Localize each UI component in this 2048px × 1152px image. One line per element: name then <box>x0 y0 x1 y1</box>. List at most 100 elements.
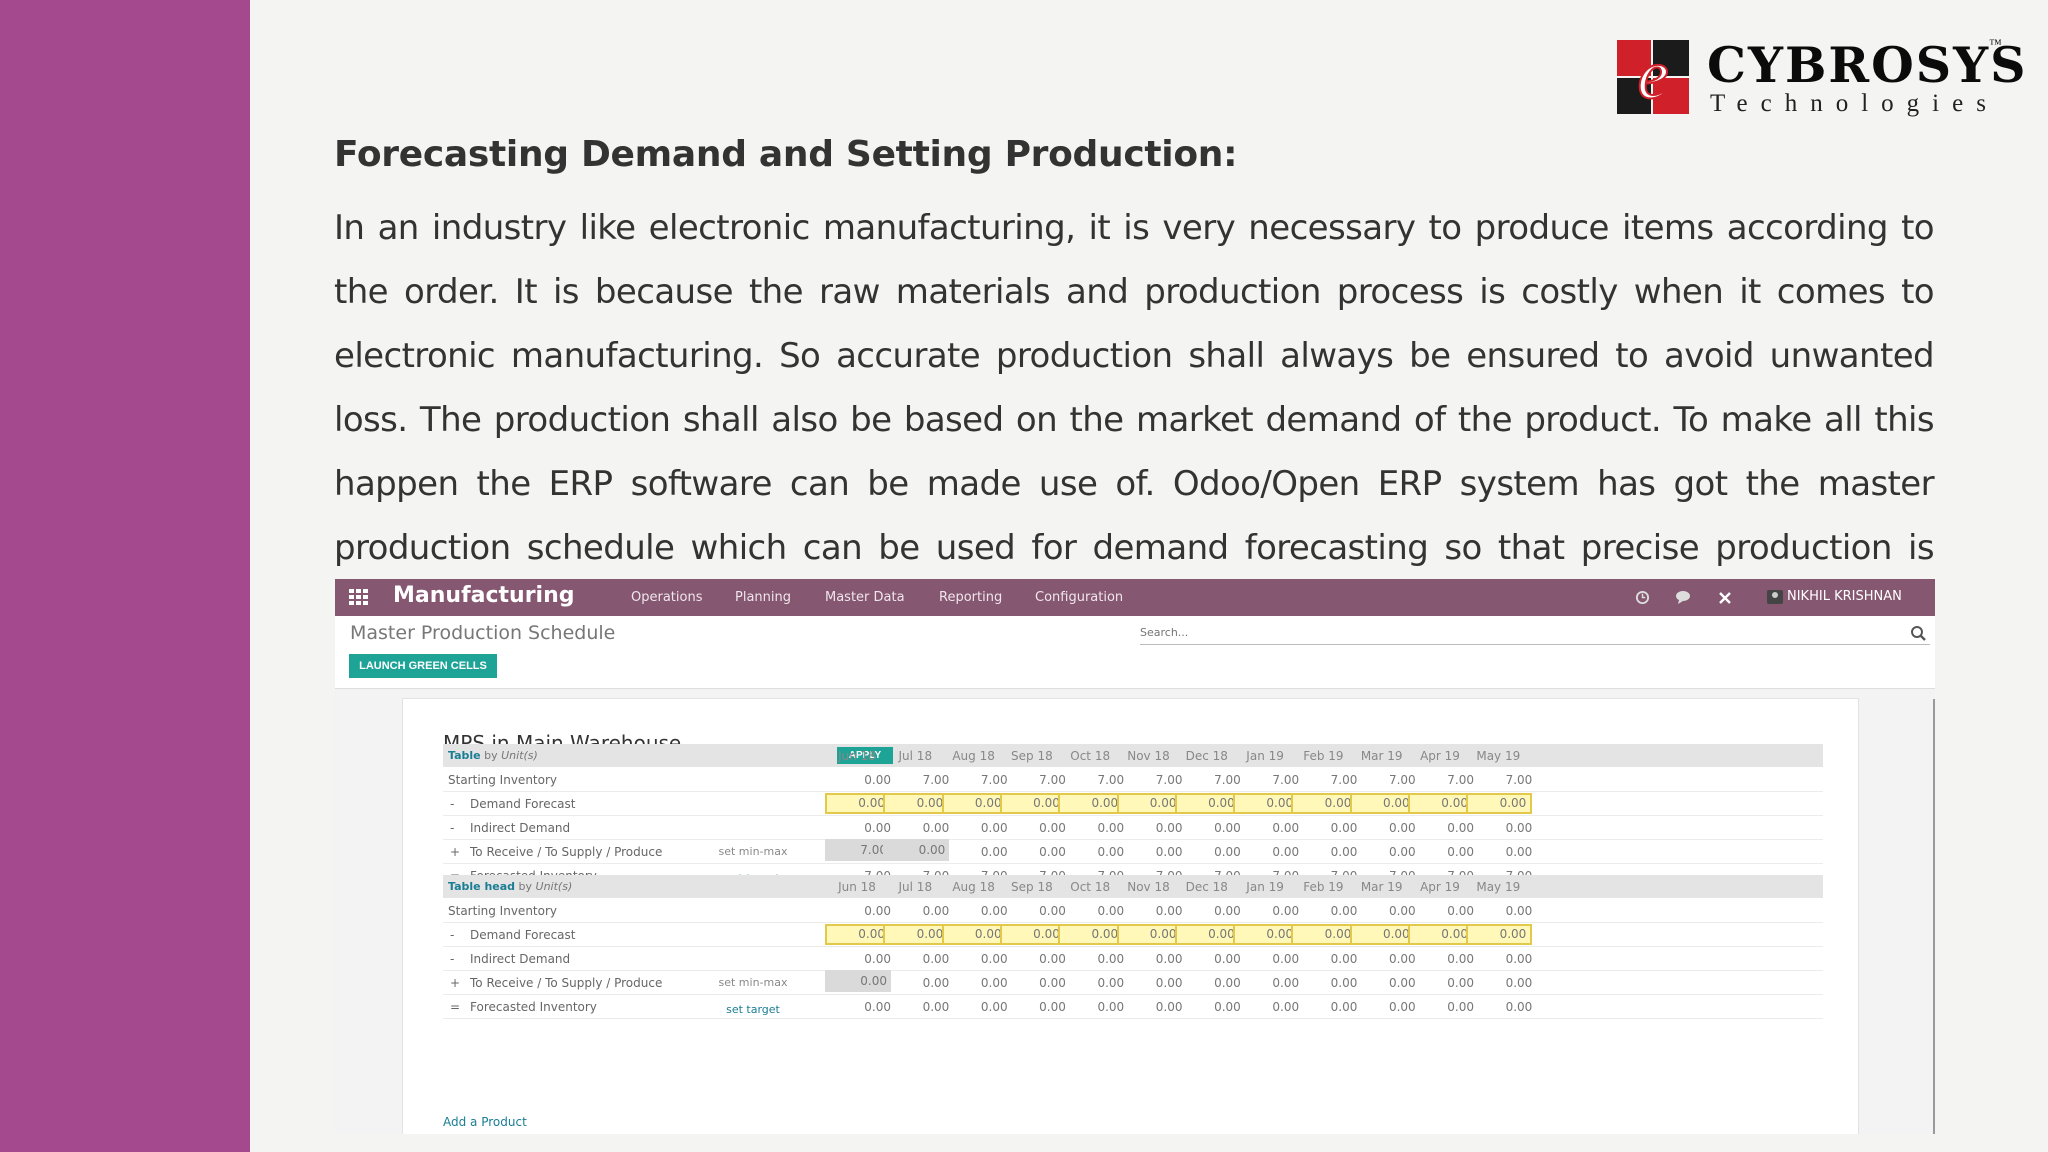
value-cell: 0.00 <box>1388 976 1416 990</box>
product-caption[interactable]: Table head by Unit(s) <box>448 880 572 893</box>
row-expand-prefix[interactable]: + <box>450 976 461 990</box>
row-expand-prefix[interactable]: - <box>450 821 455 835</box>
row-label[interactable]: - Demand Forecast <box>450 928 575 942</box>
value-cell: 0.00 <box>1505 821 1533 835</box>
value-cell: 0.00 <box>864 1000 891 1014</box>
menu-operations[interactable]: Operations <box>631 590 703 605</box>
user-name[interactable]: NIKHIL KRISHNAN <box>1787 589 1902 604</box>
forecast-input-cell[interactable]: 0.00 <box>1174 924 1241 945</box>
value-cell: 7.00 <box>1505 773 1533 787</box>
forecast-input-cell[interactable]: 0.00 <box>1349 793 1416 814</box>
forecast-input-cell[interactable]: 0.00 <box>1466 793 1533 814</box>
month-header: Sep 18 <box>1011 749 1053 763</box>
value-cell: 0.00 <box>1505 904 1533 918</box>
row-label[interactable]: - Indirect Demand <box>450 952 570 966</box>
menu-planning[interactable]: Planning <box>735 590 791 605</box>
search-icon[interactable] <box>1910 625 1926 641</box>
clock-icon[interactable] <box>1635 590 1650 605</box>
month-header: Oct 18 <box>1070 749 1111 763</box>
apply-button[interactable]: APPLY <box>837 747 893 764</box>
forecast-input-cell[interactable]: 0.00 <box>1174 793 1241 814</box>
mps-row: Starting Inventory 0.00 0.00 0.00 0.00 0.00 0.… <box>443 898 1823 923</box>
row-expand-prefix[interactable]: + <box>450 845 461 859</box>
forecast-input-cell[interactable]: 0.00 <box>999 793 1066 814</box>
forecast-input-cell[interactable]: 0.00 <box>1116 793 1183 814</box>
menu-reporting[interactable]: Reporting <box>939 590 1003 605</box>
row-label[interactable]: - Indirect Demand <box>450 821 570 835</box>
row-label[interactable]: + To Receive / To Supply / Produce <box>450 976 662 990</box>
forecast-input-cell[interactable]: 0.00 <box>941 924 1008 945</box>
month-header: Jun 18 <box>838 749 876 763</box>
forecast-input-cell[interactable]: 0.00 <box>825 924 891 945</box>
value-cell: 7.00 <box>1330 773 1358 787</box>
forecast-input-cell[interactable]: 0.00 <box>1116 924 1183 945</box>
row-expand-prefix[interactable]: = <box>450 1000 461 1014</box>
product-name[interactable]: Table head <box>448 880 516 893</box>
value-cell: 0.00 <box>1155 845 1183 859</box>
product-caption[interactable]: Table by Unit(s) <box>448 749 538 762</box>
month-header: Apr 19 <box>1420 749 1460 763</box>
value-cell: 0.00 <box>883 839 950 861</box>
menu-configuration[interactable]: Configuration <box>1035 590 1124 605</box>
value-cell: 0.00 <box>1388 821 1416 835</box>
row-label[interactable]: = Forecasted Inventory <box>450 1000 597 1014</box>
cybrosys-logo-mark: e <box>1617 40 1689 114</box>
value-cell: 7.00 <box>1272 773 1300 787</box>
value-cell: 0.00 <box>922 821 950 835</box>
mps-row: + To Receive / To Supply / Produce set min… <box>443 839 1823 864</box>
value-cell: 0.00 <box>1447 904 1474 918</box>
mps-sheet: MPS in Main Warehouse Add a Product Tabl… <box>402 698 1859 1134</box>
menu-master-data[interactable]: Master Data <box>825 590 905 605</box>
set-min-max-link[interactable]: set min-max <box>718 976 788 989</box>
month-header: Nov 18 <box>1127 749 1170 763</box>
value-cell: 0.00 <box>1155 904 1183 918</box>
cybrosys-logo: e CYBROSYS ™ Technologies <box>1617 36 2026 120</box>
forecast-input-cell[interactable]: 0.00 <box>999 924 1066 945</box>
user-avatar-icon[interactable] <box>1767 590 1783 604</box>
value-cell: 0.00 <box>1272 952 1300 966</box>
forecast-input-cell[interactable]: 0.00 <box>825 793 891 814</box>
product-name[interactable]: Table <box>448 749 481 762</box>
forecast-input-cell[interactable]: 0.00 <box>1349 924 1416 945</box>
row-label: Starting Inventory <box>448 773 557 787</box>
forecast-input-cell[interactable]: 0.00 <box>1291 793 1358 814</box>
forecast-input-cell[interactable]: 0.00 <box>1058 793 1125 814</box>
row-expand-prefix[interactable]: - <box>450 952 455 966</box>
row-label-text: Demand Forecast <box>470 928 576 942</box>
forecast-input-cell[interactable]: 0.00 <box>1291 924 1358 945</box>
row-expand-prefix[interactable]: - <box>450 797 455 811</box>
forecast-input-cell[interactable]: 0.00 <box>1058 924 1125 945</box>
forecast-input-cell[interactable]: 0.00 <box>1466 924 1533 945</box>
close-icon[interactable] <box>1718 591 1732 605</box>
chat-icon[interactable] <box>1675 590 1693 605</box>
forecast-input-cell[interactable]: 0.00 <box>1408 793 1474 814</box>
mps-row: + To Receive / To Supply / Produce set min… <box>443 970 1823 995</box>
row-expand-prefix[interactable]: - <box>450 928 455 942</box>
search-input[interactable] <box>1140 620 1930 645</box>
forecast-input-cell[interactable]: 0.00 <box>1233 793 1300 814</box>
forecast-input-cell[interactable]: 0.00 <box>1233 924 1300 945</box>
row-label[interactable]: - Demand Forecast <box>450 797 575 811</box>
forecast-input-cell[interactable]: 0.00 <box>1408 924 1474 945</box>
vertical-scrollbar[interactable] <box>1933 699 1935 1134</box>
month-header: Oct 18 <box>1070 880 1111 894</box>
row-label-text: Indirect Demand <box>470 821 571 835</box>
forecast-input-cell[interactable]: 0.00 <box>883 924 950 945</box>
odoo-screenshot: Manufacturing Operations Planning Master… <box>335 579 1935 1134</box>
launch-green-cells-button[interactable]: LAUNCH GREEN CELLS <box>349 654 497 678</box>
forecast-input-cell[interactable]: 0.00 <box>883 793 950 814</box>
breadcrumb[interactable]: Master Production Schedule <box>350 622 616 644</box>
apps-grid-icon[interactable] <box>349 589 369 605</box>
value-cell: 7.00 <box>1214 773 1241 787</box>
value-cell: 0.00 <box>864 773 891 787</box>
set-target-link[interactable]: set target <box>726 1003 780 1016</box>
row-label[interactable]: + To Receive / To Supply / Produce <box>450 845 662 859</box>
month-header: Jan 19 <box>1246 880 1284 894</box>
forecast-input-cell[interactable]: 0.00 <box>941 793 1008 814</box>
add-product-link[interactable]: Add a Product <box>443 1115 527 1129</box>
row-label-text: Starting Inventory <box>448 773 558 787</box>
set-min-max-link[interactable]: set min-max <box>718 845 788 858</box>
row-label: Starting Inventory <box>448 904 557 918</box>
product-by: by <box>484 749 498 762</box>
row-label-text: To Receive / To Supply / Produce <box>470 976 663 990</box>
